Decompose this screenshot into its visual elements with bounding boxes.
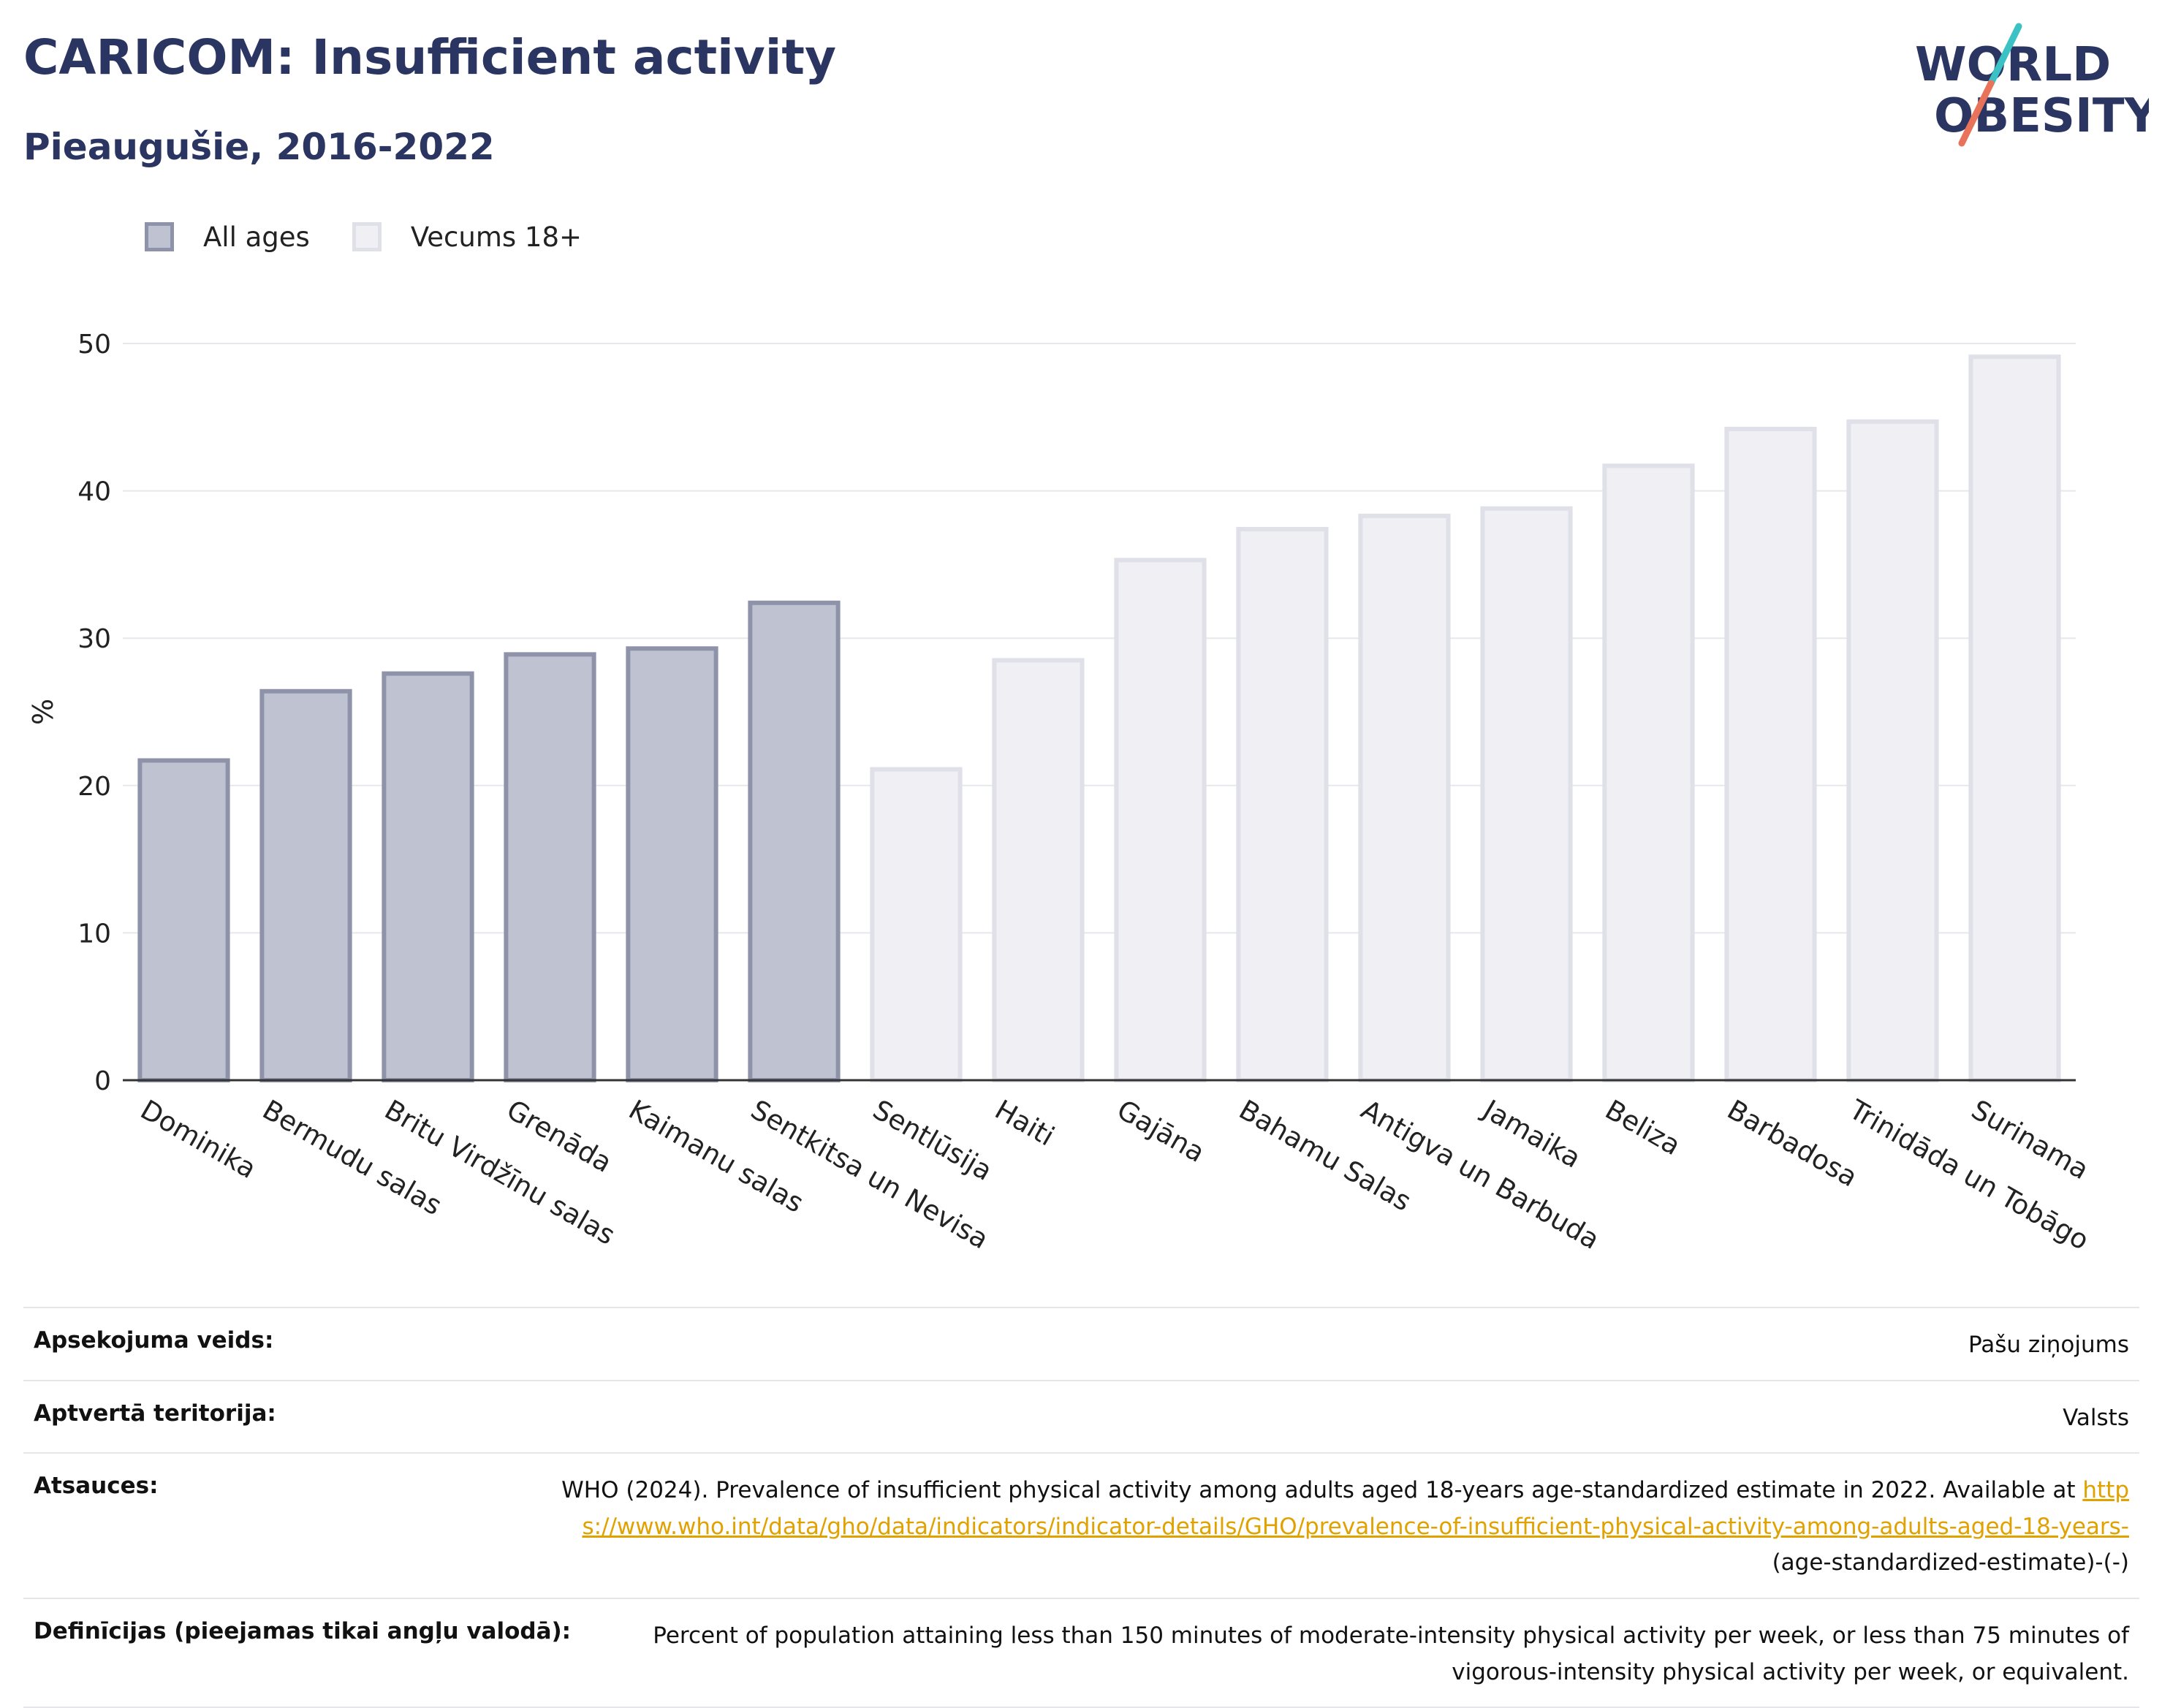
y-tick-label: 20: [77, 772, 111, 802]
metadata-value: Pašu ziņojums: [1968, 1332, 2129, 1358]
metadata-row-definitions: Definīcijas (pieejamas tikai angļu valod…: [23, 1597, 2139, 1708]
legend-item-all-ages[interactable]: All ages: [145, 221, 310, 253]
y-tick-label: 30: [77, 624, 111, 654]
bar-all-ages[interactable]: [382, 671, 474, 1083]
legend-item-vecums-18[interactable]: Vecums 18+: [352, 221, 582, 253]
metadata-table: Apsekojuma veids: Pašu ziņojums Aptvertā…: [23, 1307, 2139, 1708]
legend-label-all-ages: All ages: [203, 221, 310, 253]
bar-vecums-18[interactable]: [870, 767, 963, 1083]
metadata-value: Percent of population attaining less tha…: [653, 1622, 2129, 1685]
reference-suffix: (age-standardized-estimate)-(-): [1772, 1549, 2129, 1576]
x-tick-label: Beliza: [1600, 1094, 1685, 1162]
reference-link[interactable]: https://www.who.int/data/gho/data/indica…: [582, 1477, 2129, 1540]
bar-vecums-18[interactable]: [1480, 506, 1573, 1082]
bar-all-ages[interactable]: [504, 652, 596, 1083]
y-tick-label: 40: [77, 477, 111, 507]
bar-vecums-18[interactable]: [1114, 558, 1207, 1082]
x-tick-label: Britu Virdžīnu salas: [379, 1094, 621, 1251]
x-tick-label: Gajāna: [1112, 1094, 1210, 1169]
y-tick-label: 0: [94, 1066, 111, 1096]
y-tick-label: 50: [77, 330, 111, 360]
x-tick-label: Jamaika: [1476, 1093, 1586, 1174]
bar-vecums-18[interactable]: [992, 658, 1085, 1082]
metadata-row-survey-type: Apsekojuma veids: Pašu ziņojums: [23, 1307, 2139, 1380]
reference-text: WHO (2024). Prevalence of insufficient p…: [561, 1477, 2083, 1504]
bar-all-ages[interactable]: [626, 646, 718, 1082]
y-axis-label: %: [27, 699, 59, 725]
x-tick-label: Dominika: [135, 1094, 262, 1185]
bar-vecums-18[interactable]: [1236, 527, 1329, 1082]
metadata-row-coverage: Aptvertā teritorija: Valsts: [23, 1379, 2139, 1453]
bar-all-ages[interactable]: [259, 688, 352, 1082]
bar-all-ages[interactable]: [137, 758, 230, 1082]
bar-vecums-18[interactable]: [1602, 463, 1695, 1082]
metadata-value: Valsts: [2063, 1404, 2129, 1431]
y-axis: 0 10 20 30 40 50%: [27, 330, 111, 1096]
chart-title: CARICOM: Insufficient activity: [23, 29, 836, 86]
chart-bars: [137, 354, 2061, 1083]
chart-legend: All ages Vecums 18+: [145, 216, 624, 257]
legend-swatch-vecums-18: [352, 222, 382, 251]
legend-swatch-all-ages: [145, 222, 174, 251]
x-tick-label: Haiti: [990, 1094, 1060, 1153]
bar-vecums-18[interactable]: [1724, 426, 1817, 1083]
bar-all-ages[interactable]: [748, 600, 841, 1083]
metadata-label: Definīcijas (pieejamas tikai angļu valod…: [34, 1617, 572, 1644]
world-obesity-logo: WORLD OBESITY: [1915, 23, 2149, 147]
bar-vecums-18[interactable]: [1968, 354, 2061, 1083]
metadata-label: Aptvertā teritorija:: [34, 1400, 276, 1427]
metadata-row-references: Atsauces: WHO (2024). Prevalence of insu…: [23, 1452, 2139, 1598]
bar-vecums-18[interactable]: [1358, 513, 1451, 1082]
svg-text:WORLD: WORLD: [1915, 38, 2111, 92]
bar-vecums-18[interactable]: [1846, 419, 1939, 1082]
metadata-label: Atsauces:: [34, 1473, 159, 1500]
metadata-value: WHO (2024). Prevalence of insufficient p…: [558, 1473, 2129, 1582]
legend-label-vecums-18: Vecums 18+: [410, 221, 583, 253]
x-tick-label: Barbadosa: [1722, 1094, 1863, 1193]
y-tick-label: 10: [77, 919, 111, 949]
metadata-label: Apsekojuma veids:: [34, 1327, 274, 1354]
chart-subtitle: Pieaugušie, 2016-2022: [23, 126, 495, 168]
